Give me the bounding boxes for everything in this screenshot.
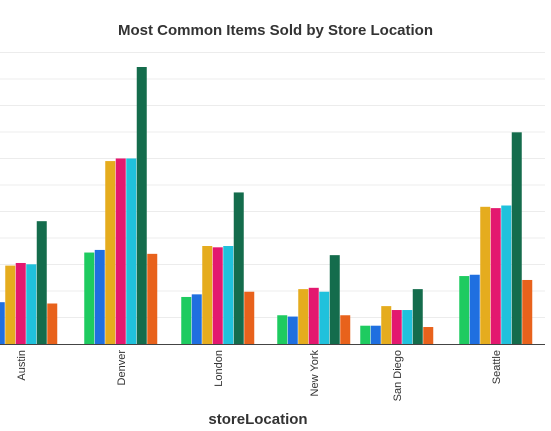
- bar-austin-6: [47, 303, 58, 344]
- bar-london-0: [181, 296, 192, 344]
- bar-london-3: [212, 247, 223, 344]
- x-tick-label: Denver: [116, 350, 128, 386]
- bar-seattle-5: [511, 132, 522, 344]
- bar-london-4: [223, 246, 234, 344]
- bar-austin-2: [5, 265, 16, 344]
- bar-austin-5: [36, 221, 47, 344]
- bar-denver-2: [105, 161, 116, 344]
- bar-austin-4: [26, 264, 37, 344]
- bar-austin-1: [0, 302, 5, 344]
- x-tick-label: San Diego: [392, 350, 404, 401]
- bar-new-york-1: [287, 316, 298, 344]
- bar-new-york-0: [277, 315, 288, 344]
- bar-seattle-0: [459, 276, 470, 344]
- bar-austin-3: [15, 262, 26, 344]
- bar-seattle-1: [469, 274, 480, 344]
- bar-london-1: [191, 294, 202, 344]
- bar-denver-3: [115, 158, 126, 344]
- bar-new-york-4: [319, 291, 330, 344]
- bar-denver-6: [147, 253, 158, 344]
- gridlines: [0, 52, 545, 318]
- bar-denver-4: [126, 158, 137, 344]
- bar-denver-1: [94, 249, 105, 344]
- x-tick-label: Seattle: [491, 350, 503, 384]
- bar-new-york-5: [329, 255, 340, 344]
- bar-seattle-4: [501, 205, 512, 344]
- bar-new-york-3: [308, 287, 319, 344]
- x-tick-label: Austin: [16, 350, 28, 381]
- bar-san-diego-5: [412, 289, 423, 344]
- bars: [0, 67, 533, 344]
- bar-new-york-2: [298, 289, 309, 344]
- chart-title: Most Common Items Sold by Store Location: [117, 22, 434, 39]
- bar-denver-0: [84, 252, 95, 344]
- bar-san-diego-1: [370, 325, 381, 344]
- bar-san-diego-6: [423, 327, 434, 344]
- x-tick-label: London: [213, 350, 225, 387]
- bar-seattle-3: [490, 208, 501, 344]
- bar-san-diego-3: [391, 310, 402, 344]
- x-tick-labels: Austin Denver London New York San Diego Seatt…: [16, 350, 503, 402]
- bar-seattle-2: [480, 206, 491, 344]
- bar-london-6: [244, 291, 255, 344]
- x-tick-label: New York: [309, 350, 321, 397]
- bar-san-diego-0: [360, 325, 371, 344]
- bar-denver-5: [136, 67, 147, 344]
- bar-seattle-6: [522, 279, 533, 344]
- bar-san-diego-4: [402, 310, 413, 344]
- bar-london-2: [202, 246, 213, 344]
- bar-london-5: [233, 192, 244, 344]
- bar-new-york-6: [340, 315, 351, 344]
- x-axis-title: storeLocation: [208, 411, 308, 428]
- bar-san-diego-2: [381, 306, 392, 344]
